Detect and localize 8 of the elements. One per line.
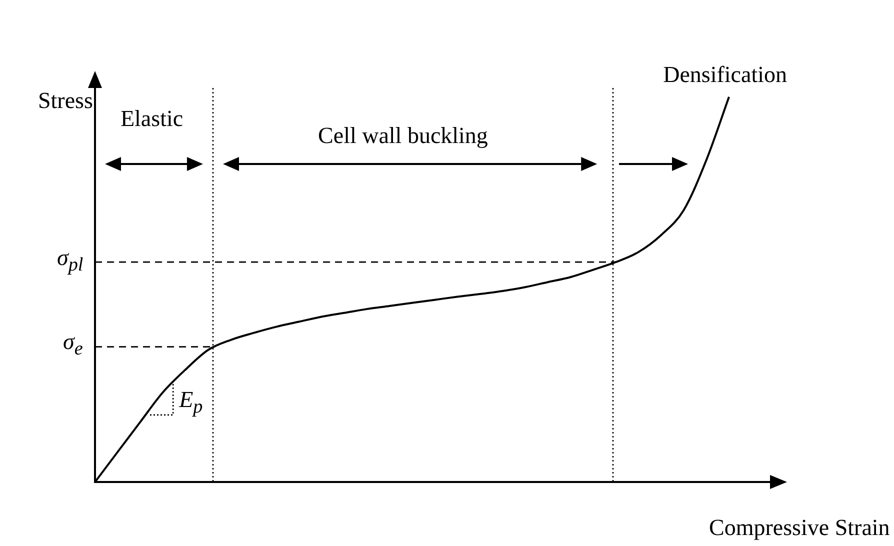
annotation: Cell wall buckling <box>318 122 488 148</box>
annotation: E$_{p}$ <box>179 387 203 418</box>
ref-line-label: σ$_{pl}$ <box>57 244 84 276</box>
annotation: Elastic <box>120 106 184 130</box>
text: Densification <box>663 62 787 86</box>
ref-line-label: σ$_{e}$ <box>63 329 83 360</box>
y-axis-title: Stress <box>38 88 93 112</box>
x-axis-title: Compressive Strain <box>709 514 890 540</box>
